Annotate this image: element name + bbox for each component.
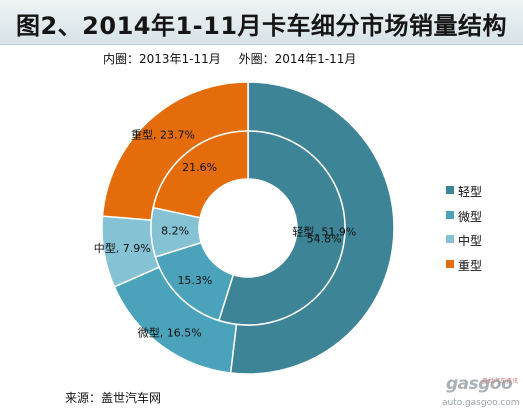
inner-label-mini: 15.3% [177, 274, 212, 287]
watermark-url: auto.gasgoo.com [442, 398, 520, 408]
outer-label-heavy: 重型, 23.7% [131, 128, 195, 142]
chart-title: 图2、2014年1-11月卡车细分市场销量结构 [15, 12, 508, 40]
legend-label-light: 轻型 [458, 185, 483, 199]
outer-label-medium: 中型, 7.9% [94, 241, 151, 255]
inner-label-medium: 8.2% [161, 224, 189, 237]
legend-swatch-medium [446, 235, 454, 243]
watermark-subtext: 盖世汽车资讯 [482, 378, 519, 385]
legend-label-medium: 中型 [458, 234, 483, 248]
legend-swatch-mini [446, 211, 454, 219]
inner-ring [150, 130, 346, 326]
subtitle-outer: 外圈：2014年1-11月 [238, 52, 357, 66]
outer-label-mini: 微型, 16.5% [138, 326, 202, 340]
legend-swatch-heavy [446, 260, 454, 268]
gasgoo-watermark: gasgoo 盖世汽车资讯 auto.gasgoo.com [440, 374, 520, 412]
data-labels: 轻型, 51.9% 微型, 16.5% 中型, 7.9% 重型, 23.7% 54.8%… [94, 128, 357, 340]
legend-label-heavy: 重型 [458, 259, 483, 273]
title-band [0, 0, 523, 45]
legend-label-mini: 微型 [458, 210, 483, 224]
watermark-logo: gasgoo [446, 374, 513, 394]
source-note: 来源：盖世汽车网 [65, 391, 162, 405]
inner-label-light: 54.8% [307, 233, 342, 246]
inner-slice-light [217, 130, 346, 326]
inner-slice-heavy [152, 130, 249, 219]
outer-label-light: 轻型, 51.9% [292, 225, 356, 239]
chart-subtitle: 内圈：2013年1-11月 外圈：2014年1-11月 [103, 50, 370, 67]
subtitle-inner: 内圈：2013年1-11月 [103, 52, 221, 66]
legend-swatch-light [446, 186, 454, 194]
inner-label-heavy: 21.6% [182, 161, 217, 174]
